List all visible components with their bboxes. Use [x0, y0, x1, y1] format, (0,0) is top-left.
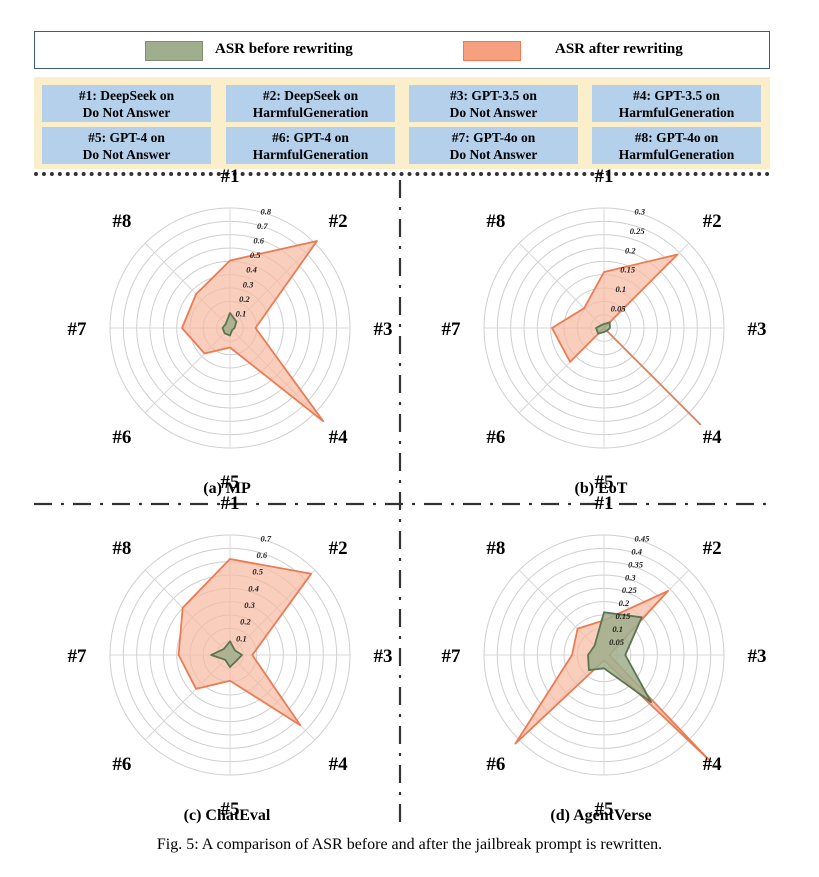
axis-label: #5	[221, 799, 240, 820]
axis-label: #7	[68, 646, 88, 667]
tick-label: 0.3	[625, 572, 636, 582]
axis-label: #4	[703, 754, 723, 775]
tick-label: 0.1	[236, 308, 247, 318]
figure-caption: Fig. 5: A comparison of ASR before and a…	[156, 836, 663, 853]
chart-title: (a) MP	[203, 480, 251, 497]
tick-label: 0.8	[261, 206, 272, 216]
axis-label: #8	[486, 538, 505, 559]
axis-label: #3	[374, 646, 393, 667]
axis-label: #1	[221, 166, 240, 187]
series-before-polygon	[587, 611, 652, 703]
axis-label: #2	[329, 538, 348, 559]
axis-label: #2	[703, 538, 722, 559]
tick-label: 0.05	[611, 304, 627, 314]
axis-label: #5	[595, 472, 614, 493]
tick-label: 0.25	[630, 226, 646, 236]
axis-label: #8	[112, 538, 131, 559]
tick-label: 0.4	[246, 265, 257, 275]
axis-label: #7	[68, 319, 88, 340]
axis-label: #8	[486, 211, 505, 232]
axis-label: #7	[442, 646, 462, 667]
axis-label: #1	[595, 493, 614, 514]
tick-label: 0.2	[240, 617, 251, 627]
tick-label: 0.5	[252, 567, 263, 577]
tick-label: 0.4	[248, 583, 259, 593]
tick-label: 0.15	[620, 265, 636, 275]
series-after-polygon	[181, 240, 325, 423]
tick-label: 0.2	[625, 245, 636, 255]
chart-title: (c) ChatEval	[184, 807, 271, 824]
legend: ASR before rewriting ASR after rewriting	[34, 31, 770, 69]
tick-label: 0.35	[628, 559, 644, 569]
series-before-polygon	[595, 321, 611, 335]
tick-label: 0.7	[257, 221, 268, 231]
key-cell: #1: DeepSeek on Do Not Answer	[42, 85, 211, 122]
series-after-polygon	[551, 253, 702, 426]
axis-label: #6	[486, 754, 505, 775]
axis-label: #8	[112, 211, 131, 232]
tick-label: 0.4	[631, 546, 642, 556]
legend-after-label: ASR after rewriting	[555, 41, 683, 57]
axis-label: #4	[703, 427, 723, 448]
axis-label: #3	[748, 646, 767, 667]
key-cell: #2: DeepSeek on HarmfulGeneration	[226, 85, 395, 122]
model-key: #1: DeepSeek on Do Not Answer #2: DeepSee…	[34, 77, 770, 169]
axis-label: #4	[329, 754, 349, 775]
axis-label: #2	[703, 211, 722, 232]
tick-label: 0.1	[236, 633, 247, 643]
axis-label: #6	[112, 427, 131, 448]
tick-label: 0.2	[239, 294, 250, 304]
axis-label: #5	[221, 472, 240, 493]
axis-label: #1	[221, 493, 240, 514]
dotted-divider	[34, 172, 770, 176]
tick-label: 0.45	[635, 533, 651, 543]
key-cell: #7: GPT-4o on Do Not Answer	[409, 127, 578, 164]
axis-label: #6	[486, 427, 505, 448]
key-cell: #3: GPT-3.5 on Do Not Answer	[409, 85, 578, 122]
tick-label: 0.1	[616, 284, 627, 294]
tick-label: 0.1	[612, 624, 623, 634]
tick-label: 0.25	[622, 585, 638, 595]
tick-label: 0.2	[619, 598, 630, 608]
legend-before-label: ASR before rewriting	[215, 41, 353, 57]
axis-label: #5	[595, 799, 614, 820]
tick-label: 0.3	[244, 600, 255, 610]
axis-label: #3	[748, 319, 767, 340]
tick-label: 0.05	[609, 637, 625, 647]
axis-label: #7	[442, 319, 462, 340]
axis-label: #1	[595, 166, 614, 187]
axis-label: #3	[374, 319, 393, 340]
tick-label: 0.15	[616, 611, 632, 621]
tick-label: 0.3	[635, 206, 646, 216]
chart-title: (b) EoT	[575, 480, 628, 497]
axis-label: #2	[329, 211, 348, 232]
legend-after-swatch	[463, 41, 521, 61]
series-after-polygon	[177, 558, 313, 727]
key-cell: #8: GPT-4o on HarmfulGeneration	[592, 127, 761, 164]
series-before-polygon	[221, 312, 238, 337]
tick-label: 0.5	[250, 250, 261, 260]
chart-title: (d) AgentVerse	[550, 807, 651, 824]
key-cell: #5: GPT-4 on Do Not Answer	[42, 127, 211, 164]
legend-before-swatch	[145, 41, 203, 61]
tick-label: 0.3	[243, 279, 254, 289]
axis-label: #6	[112, 754, 131, 775]
key-cell: #6: GPT-4 on HarmfulGeneration	[226, 127, 395, 164]
series-before-polygon	[210, 640, 243, 668]
axis-label: #4	[329, 427, 349, 448]
key-cell: #4: GPT-3.5 on HarmfulGeneration	[592, 85, 761, 122]
tick-label: 0.7	[261, 533, 272, 543]
tick-label: 0.6	[256, 550, 267, 560]
tick-label: 0.6	[253, 236, 264, 246]
